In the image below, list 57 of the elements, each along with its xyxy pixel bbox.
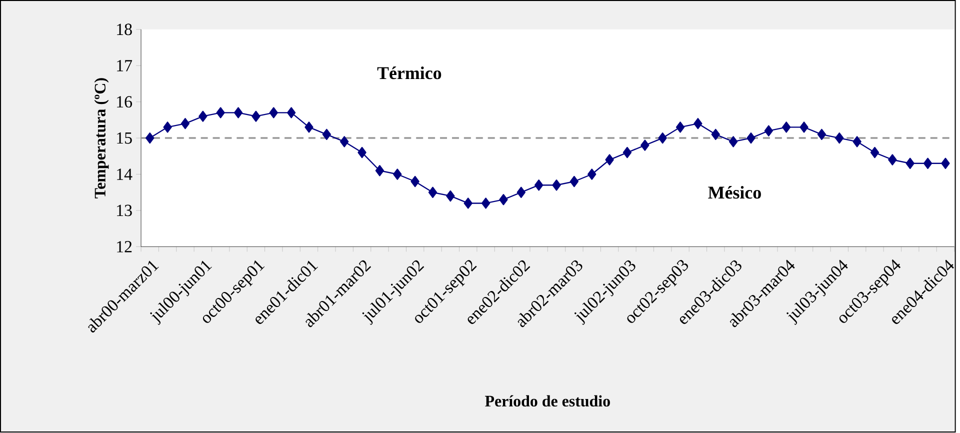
point	[304, 122, 314, 133]
point	[286, 107, 296, 118]
y-axis-title: Temperatura (ºC)	[94, 78, 109, 199]
point	[764, 125, 774, 137]
annotation: Térmico	[377, 66, 442, 80]
point	[180, 118, 190, 130]
annotation: Mésico	[708, 186, 761, 199]
point	[198, 110, 208, 122]
point	[728, 136, 738, 148]
point	[464, 198, 472, 210]
point	[499, 194, 508, 206]
point	[870, 147, 880, 158]
point	[269, 107, 278, 118]
point	[552, 180, 561, 191]
y-tick-label: 13	[117, 204, 132, 216]
y-tick-label: 18	[117, 24, 132, 36]
point	[410, 176, 420, 188]
point	[146, 132, 154, 144]
point	[746, 132, 756, 144]
point	[817, 129, 826, 140]
point	[622, 147, 632, 158]
point	[835, 132, 844, 144]
point	[481, 198, 490, 210]
point	[163, 122, 172, 133]
point	[570, 176, 579, 188]
point	[322, 129, 332, 140]
point	[676, 122, 685, 133]
y-tick-label: 17	[117, 60, 132, 72]
point	[640, 140, 650, 152]
point	[340, 136, 349, 148]
point	[252, 110, 260, 122]
point	[516, 186, 526, 198]
point	[358, 147, 366, 158]
y-tick-label: 16	[117, 96, 132, 108]
point	[941, 158, 950, 170]
point	[694, 118, 702, 130]
point	[216, 107, 225, 118]
point	[428, 186, 438, 198]
point	[711, 129, 720, 140]
y-tick-label: 12	[117, 241, 132, 252]
point	[534, 180, 544, 191]
point	[393, 168, 402, 180]
point	[800, 122, 808, 133]
y-tick-label: 15	[117, 132, 132, 144]
point	[605, 154, 614, 166]
point	[888, 154, 897, 166]
x-axis-title: Período de estudio	[485, 396, 610, 407]
point	[375, 165, 384, 176]
point	[782, 122, 791, 133]
point	[446, 190, 455, 202]
y-tick-label: 14	[117, 168, 132, 180]
point	[588, 168, 596, 180]
point	[923, 158, 932, 170]
point	[658, 132, 667, 144]
point	[906, 158, 914, 170]
point	[852, 136, 862, 148]
point	[234, 107, 243, 118]
